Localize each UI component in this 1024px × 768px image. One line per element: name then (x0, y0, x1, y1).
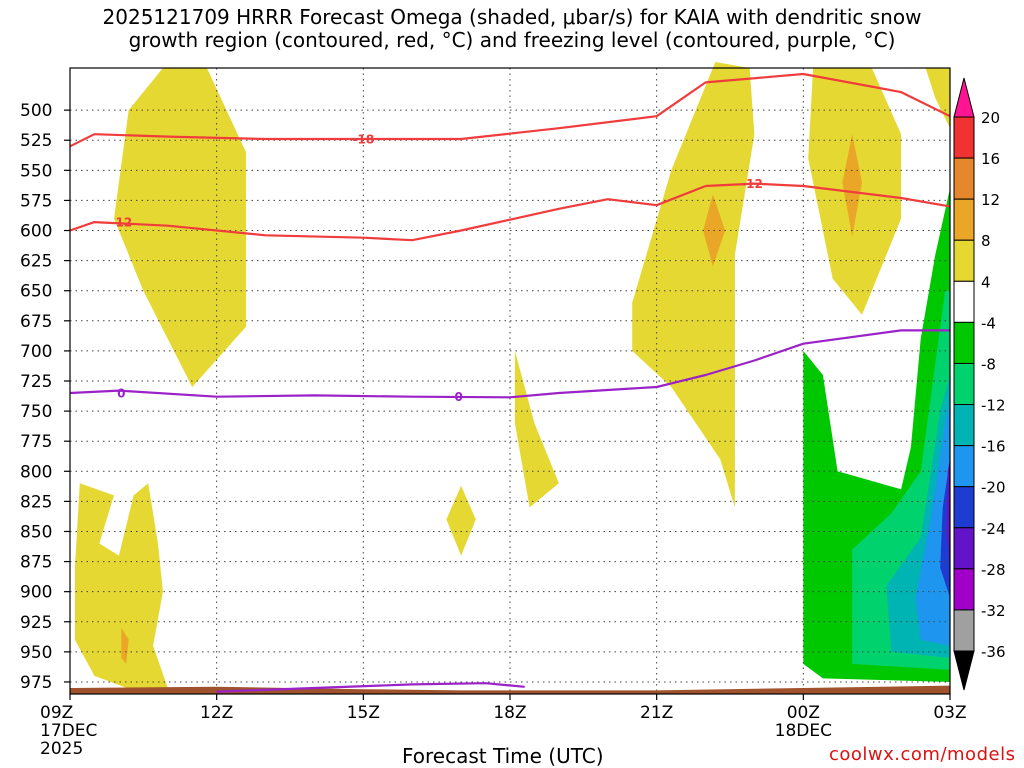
y-tick-label-900: 900 (20, 583, 52, 603)
y-tick-label-575: 575 (20, 191, 52, 211)
colorbar-label--24: -24 (981, 520, 1006, 538)
y-tick-label-950: 950 (20, 643, 52, 663)
colorbar-label--28: -28 (981, 561, 1006, 579)
colorbar-segment-4-to--4 (953, 280, 975, 323)
colorbar-segment-16-to-12 (953, 157, 975, 200)
omega-region-cell-19z (514, 350, 559, 508)
colorbar-segment--8-to--12 (953, 362, 975, 406)
chart-title-line-1: 2025121709 HRRR Forecast Omega (shaded, … (102, 5, 922, 29)
isotherm--18C (69, 72, 951, 148)
y-tick-label-800: 800 (20, 462, 52, 482)
colorbar-label--20: -20 (981, 479, 1006, 497)
x-tick-label-15Z: 15Z (347, 703, 380, 723)
omega-region-lower-positive-09z (74, 483, 168, 694)
colorbar-label--16: -16 (981, 438, 1006, 456)
colorbar-segment--20-to--24 (953, 486, 975, 529)
y-tick-label-625: 625 (20, 252, 52, 272)
y-tick-label-675: 675 (20, 312, 52, 332)
y-tick-label-525: 525 (20, 131, 52, 151)
colorbar-label-16: 16 (981, 150, 1000, 168)
x-tick-year: 2025 (40, 739, 83, 759)
isotherm-freezing level (surface) (216, 682, 525, 693)
isotherm--12C (lower) (69, 184, 707, 242)
x-axis-title: Forecast Time (UTC) (402, 744, 604, 768)
colorbar-segment--24-to--28 (953, 527, 975, 570)
grid-lines (70, 68, 950, 694)
y-axis: 500 525 550 575 600 625 650 675 700 725 750 775 800 8… (20, 101, 70, 693)
isotherm-contours: -18 -12 -12 0 0 (69, 72, 951, 693)
contour-label--12: -12 (741, 177, 763, 191)
y-tick-label-650: 650 (20, 282, 52, 302)
omega-shading (70, 62, 950, 694)
omega-region-core-09z (121, 627, 129, 664)
y-tick-label-600: 600 (20, 222, 52, 242)
y-tick-label-875: 875 (20, 553, 52, 573)
ground-fill (70, 685, 950, 694)
y-tick-label-750: 750 (20, 402, 52, 422)
y-tick-label-825: 825 (20, 492, 52, 512)
colorbar-segment--12-to--16 (953, 404, 975, 447)
x-tick-date-18DEC: 18DEC (775, 721, 832, 741)
isotherm--12C (upper) (705, 182, 951, 208)
colorbar-label--4: -4 (981, 314, 996, 332)
x-tick-label-09Z: 09Z (40, 703, 73, 723)
colorbar-segment--28-to--32 (953, 568, 975, 611)
contour-label--18: -18 (352, 133, 374, 147)
colorbar-label--36: -36 (981, 643, 1006, 661)
colorbar-label--8: -8 (981, 355, 996, 373)
ground-layer (70, 685, 950, 694)
credit-link[interactable]: coolwx.com/models (829, 744, 1016, 765)
contour-label-0: 0 (454, 390, 462, 404)
colorbar-label-20: 20 (981, 109, 1000, 127)
colorbar-label--32: -32 (981, 602, 1006, 620)
isotherm-freezing level (69, 329, 950, 399)
omega-region-sinking-purple (946, 459, 950, 568)
y-tick-label-550: 550 (20, 161, 52, 181)
y-tick-label-925: 925 (20, 613, 52, 633)
y-tick-label-850: 850 (20, 522, 52, 542)
colorbar-top-triangle (953, 77, 975, 118)
y-tick-label-500: 500 (20, 101, 52, 121)
y-tick-label-725: 725 (20, 372, 52, 392)
colorbar-segment--16-to--20 (953, 445, 975, 488)
x-tick-label-00Z: 00Z (787, 703, 820, 723)
colorbar-label-4: 4 (981, 273, 991, 291)
contour-label-0: 0 (117, 387, 125, 401)
chart-title-line-2: growth region (contoured, red, °C) and f… (128, 28, 896, 52)
colorbar-bottom-triangle (953, 650, 975, 691)
colorbar-segment-12-to-8 (953, 198, 975, 241)
omega-region-core-0130z (842, 134, 862, 237)
omega-region-tower-22z (632, 62, 755, 508)
y-tick-label-775: 775 (20, 432, 52, 452)
x-tick-date-17DEC: 17DEC (40, 721, 97, 741)
x-tick-label-21Z: 21Z (640, 703, 673, 723)
colorbar-segment-8-to-4 (953, 239, 975, 282)
x-tick-label-18Z: 18Z (493, 703, 526, 723)
chart-title: 2025121709 HRRR Forecast Omega (shaded, … (0, 6, 1024, 52)
colorbar-segment--32-to--36 (953, 609, 975, 652)
y-tick-label-975: 975 (20, 673, 52, 693)
colorbar-segment-20-to-16 (953, 116, 975, 159)
contour-label--12: -12 (110, 216, 132, 230)
colorbar-label-12: 12 (981, 191, 1000, 209)
omega-region-small-cell-17z (446, 485, 476, 556)
omega-region-sinking-blue (915, 399, 950, 646)
y-tick-label-700: 700 (20, 342, 52, 362)
colorbar-segment--4-to--8 (953, 321, 975, 364)
x-tick-label-12Z: 12Z (200, 703, 233, 723)
x-tick-label-03Z: 03Z (933, 703, 966, 723)
colorbar-label--12: -12 (981, 397, 1006, 415)
colorbar: 20 16 12 8 4 -4 -8 -12 -16 -20 -24 -28 -32 -36 (953, 77, 1006, 691)
colorbar-label-8: 8 (981, 232, 991, 250)
